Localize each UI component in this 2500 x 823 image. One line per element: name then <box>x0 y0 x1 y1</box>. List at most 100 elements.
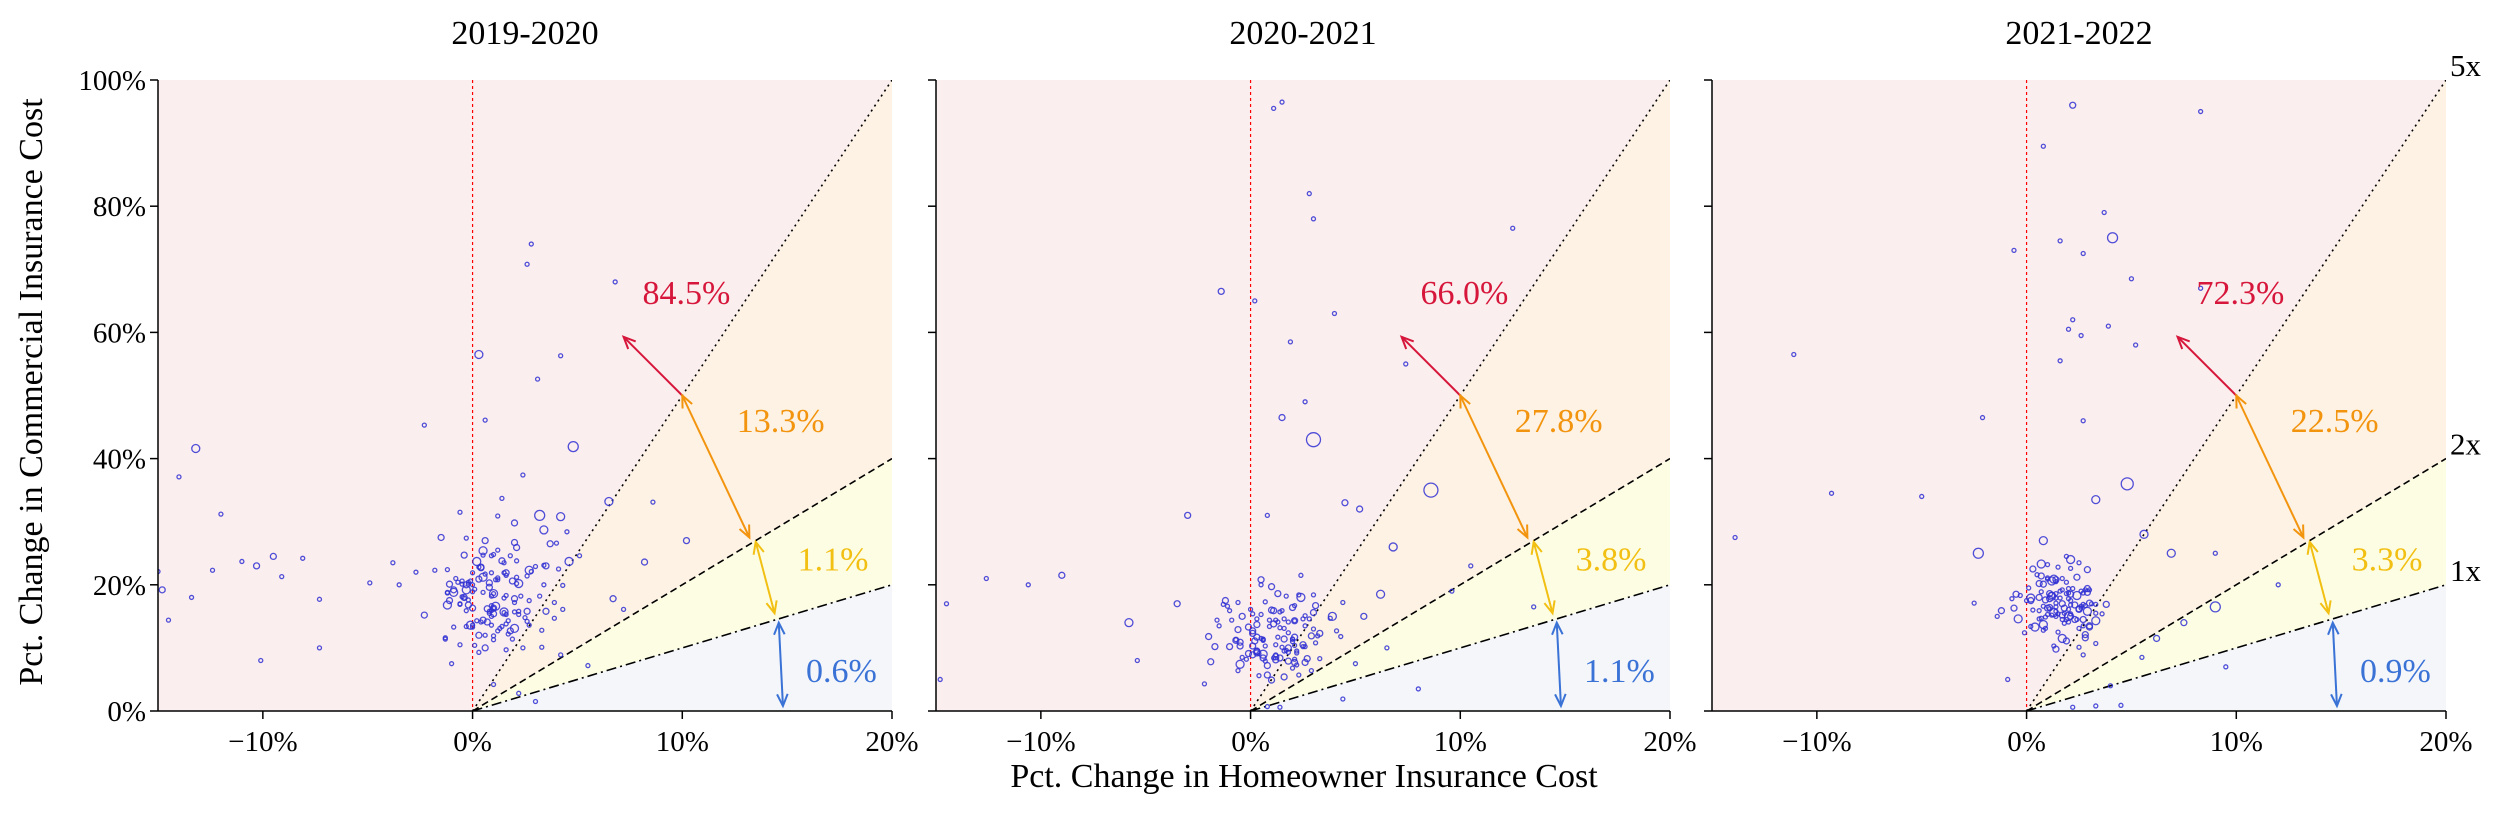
panel-2020-2021: −10% 0% 10% 20% 2020-2021 66.0% 27.8% 3.8% 1.1% <box>928 15 1697 758</box>
regions <box>936 80 1670 711</box>
data-point <box>1276 654 1284 662</box>
data-point <box>1207 658 1215 666</box>
data-point <box>505 631 511 637</box>
arrow-shaft <box>1400 336 1461 397</box>
data-point <box>2010 604 2018 612</box>
x-tick-label: 10% <box>2210 726 2263 758</box>
data-point <box>2118 702 2124 708</box>
data-point <box>367 580 373 586</box>
data-point <box>465 597 472 603</box>
x-tick-label: 20% <box>865 726 918 758</box>
data-point <box>943 601 950 607</box>
y-tick-label: 40% <box>93 444 146 476</box>
data-point <box>1272 653 1280 661</box>
data-point <box>453 575 459 582</box>
data-point <box>620 606 627 613</box>
data-point <box>1267 606 1276 614</box>
data-point <box>1279 99 1285 105</box>
data-point <box>1226 608 1233 614</box>
data-point <box>488 593 495 599</box>
data-point <box>513 574 520 580</box>
arrow-head <box>2306 539 2319 555</box>
data-point <box>1283 647 1289 654</box>
data-point <box>1201 681 1208 687</box>
data-point <box>1236 638 1244 646</box>
data-point <box>1173 600 1181 608</box>
data-point <box>2080 652 2086 658</box>
data-point <box>2073 573 2081 581</box>
data-point <box>176 474 182 480</box>
arrow-head <box>1516 524 1529 540</box>
data-point <box>2053 578 2059 585</box>
data-point <box>564 556 574 567</box>
data-point <box>541 562 547 568</box>
data-point <box>1274 589 1282 598</box>
data-point <box>488 602 495 609</box>
data-point <box>2086 587 2093 593</box>
arrow-above-5x <box>2175 335 2237 397</box>
data-point <box>522 614 528 621</box>
data-point <box>486 608 492 614</box>
data-point <box>539 627 545 633</box>
data-point <box>495 575 501 581</box>
data-point <box>1285 619 1291 625</box>
data-point <box>1352 661 1359 667</box>
data-point <box>1025 582 1031 588</box>
share-1x-to-2x: 3.8% <box>1576 541 1647 578</box>
share-1x-to-2x: 3.3% <box>2352 541 2423 578</box>
data-point <box>1251 637 1259 645</box>
data-point <box>1306 616 1312 622</box>
arrow-shaft <box>681 395 751 538</box>
data-point <box>534 376 541 382</box>
data-point <box>1291 618 1298 624</box>
data-point <box>558 353 564 359</box>
data-point <box>486 610 492 616</box>
arrow-shaft <box>1555 622 1562 707</box>
panel-title: 2020-2021 <box>1229 15 1376 52</box>
data-point <box>1308 667 1315 674</box>
data-point <box>532 698 539 705</box>
data-point <box>158 586 166 594</box>
y-tick-label: 60% <box>93 317 146 349</box>
data-point <box>526 597 532 604</box>
data-point <box>2038 589 2044 595</box>
region-above-5x <box>158 80 892 711</box>
x-tick-label: −10% <box>1006 726 1076 758</box>
data-point <box>1252 298 1258 304</box>
data-point <box>396 582 402 588</box>
data-point <box>2067 602 2074 608</box>
data-point <box>937 676 943 683</box>
panel-title: 2021-2022 <box>2005 15 2152 52</box>
data-point <box>1331 310 1338 317</box>
data-point <box>2093 703 2099 709</box>
data-point <box>1234 625 1242 634</box>
data-point <box>2044 576 2051 582</box>
data-point <box>2053 608 2059 614</box>
data-point <box>1217 287 1225 296</box>
data-point <box>1301 658 1309 667</box>
data-point <box>463 608 469 614</box>
share-above-5x: 84.5% <box>642 275 730 312</box>
arrow-1x-to-2x <box>1530 539 1556 616</box>
data-point <box>1375 589 1386 599</box>
data-point <box>2060 604 2068 612</box>
data-point <box>1281 616 1287 622</box>
regions <box>1712 80 2446 711</box>
arrow-1x-to-2x <box>2306 539 2332 616</box>
data-point <box>442 600 453 610</box>
data-point <box>2223 664 2229 670</box>
data-point <box>2040 627 2046 633</box>
share-below-1x: 0.6% <box>806 653 877 690</box>
data-point <box>1296 592 1302 598</box>
data-point <box>1254 616 1260 622</box>
ratio-label-1x: 1x <box>2450 553 2482 588</box>
data-point <box>472 642 478 649</box>
data-point <box>2030 622 2040 632</box>
data-point <box>1302 623 1308 629</box>
panels-root: −10% 0% 10% 20% 0% 20% 40% 60% 80% 100% 2019-2020 8… <box>78 15 2481 758</box>
data-point <box>1510 225 1516 231</box>
arrow-shaft <box>777 622 784 707</box>
data-point <box>503 621 509 627</box>
x-axis-label: Pct. Change in Homeowner Insurance Cost <box>1010 758 1598 795</box>
data-point <box>2080 250 2086 257</box>
